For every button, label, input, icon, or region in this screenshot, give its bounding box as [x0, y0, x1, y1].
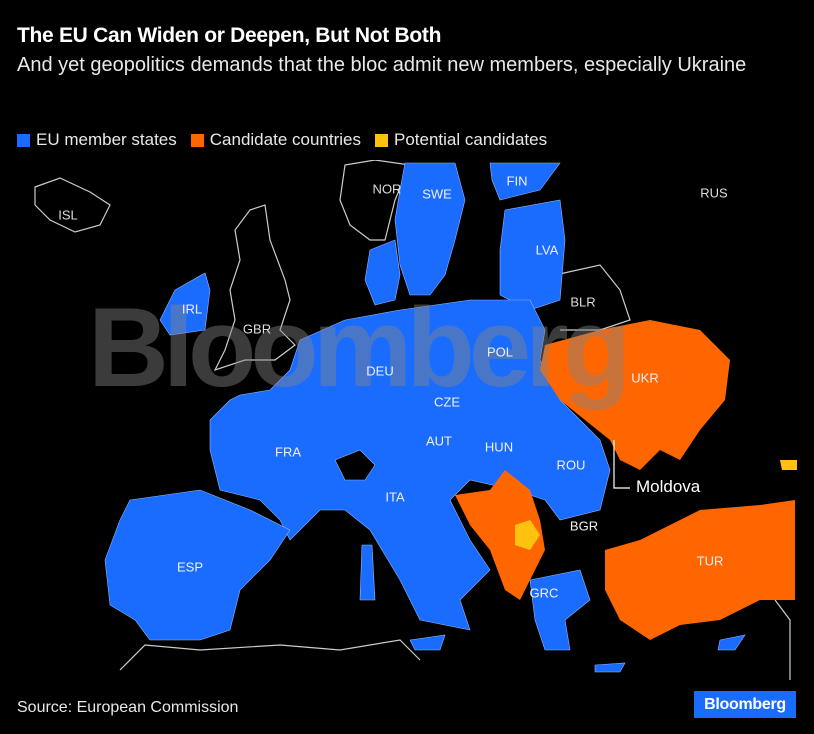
legend-item-candidate: Candidate countries: [190, 130, 361, 150]
eu-swatch-icon: [17, 133, 30, 147]
eu-member-states: [104, 162, 746, 673]
legend-item-potential: Potential candidates: [374, 130, 548, 150]
country-label-cze: CZE: [434, 394, 460, 410]
europe-map: [34, 160, 797, 680]
country-label-esp: ESP: [176, 559, 204, 575]
country-label-bgr: BGR: [569, 518, 599, 534]
country-label-fra: FRA: [275, 444, 301, 460]
country-label-pol: POL: [486, 344, 514, 360]
country-label-rou: ROU: [556, 457, 586, 473]
bloomberg-logo: Bloomberg: [694, 691, 796, 718]
source-note: Source: European Commission: [17, 699, 239, 716]
legend-item-eu: EU member states: [17, 130, 177, 150]
chart-title: The EU Can Widen or Deepen, But Not Both: [17, 24, 442, 47]
chart-subtitle: And yet geopolitics demands that the blo…: [17, 54, 747, 76]
country-label-nor: NOR: [372, 181, 402, 197]
country-label-swe: SWE: [422, 186, 452, 202]
candidate-countries: [455, 320, 797, 640]
legend-label: Potential candidates: [393, 130, 548, 149]
moldova-callout-line: [613, 440, 630, 489]
country-label-lva: LVA: [535, 242, 559, 258]
legend-label: EU member states: [36, 130, 177, 149]
candidate-swatch-icon: [190, 133, 204, 147]
country-label-isl: ISL: [58, 207, 78, 223]
country-label-ita: ITA: [385, 489, 405, 505]
country-label-gbr: GBR: [242, 321, 272, 337]
country-label-hun: HUN: [484, 439, 514, 455]
country-label-aut: AUT: [426, 433, 452, 449]
country-label-rus: RUS: [700, 185, 728, 201]
country-label-grc: GRC: [529, 585, 559, 601]
country-label-irl: IRL: [181, 301, 203, 317]
potential-swatch-icon: [374, 133, 388, 147]
potential-candidates: [515, 520, 540, 550]
country-label-blr: BLR: [570, 294, 596, 310]
country-label-tur: TUR: [696, 553, 724, 569]
non-eu-outlines: [34, 160, 791, 680]
legend: EU member states Candidate countries Pot…: [17, 130, 547, 150]
country-label-fin: FIN: [506, 173, 528, 189]
legend-label: Candidate countries: [209, 130, 361, 149]
country-label-ukr: UKR: [631, 370, 659, 386]
switzerland-outline: [334, 449, 376, 481]
moldova-annotation: Moldova: [636, 477, 701, 496]
country-label-deu: DEU: [366, 363, 394, 379]
